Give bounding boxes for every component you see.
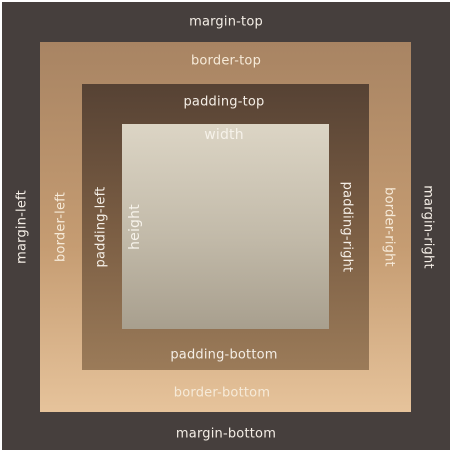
height-label: height (127, 204, 143, 250)
border-bottom-label: border-bottom (173, 385, 271, 401)
border-right-label: border-right (381, 187, 397, 267)
margin-top-label: margin-top (189, 14, 263, 30)
padding-left-label: padding-left (93, 186, 109, 268)
margin-right-label: margin-right (420, 185, 436, 269)
width-label: width (204, 127, 244, 143)
border-top-label: border-top (190, 53, 262, 69)
padding-bottom-label: padding-bottom (170, 347, 278, 363)
padding-top-label: padding-top (183, 94, 265, 110)
padding-right-label: padding-right (339, 181, 355, 273)
margin-left-label: margin-left (14, 190, 30, 264)
content-area (122, 124, 329, 329)
margin-bottom-label: margin-bottom (175, 426, 277, 442)
border-left-label: border-left (53, 191, 69, 263)
